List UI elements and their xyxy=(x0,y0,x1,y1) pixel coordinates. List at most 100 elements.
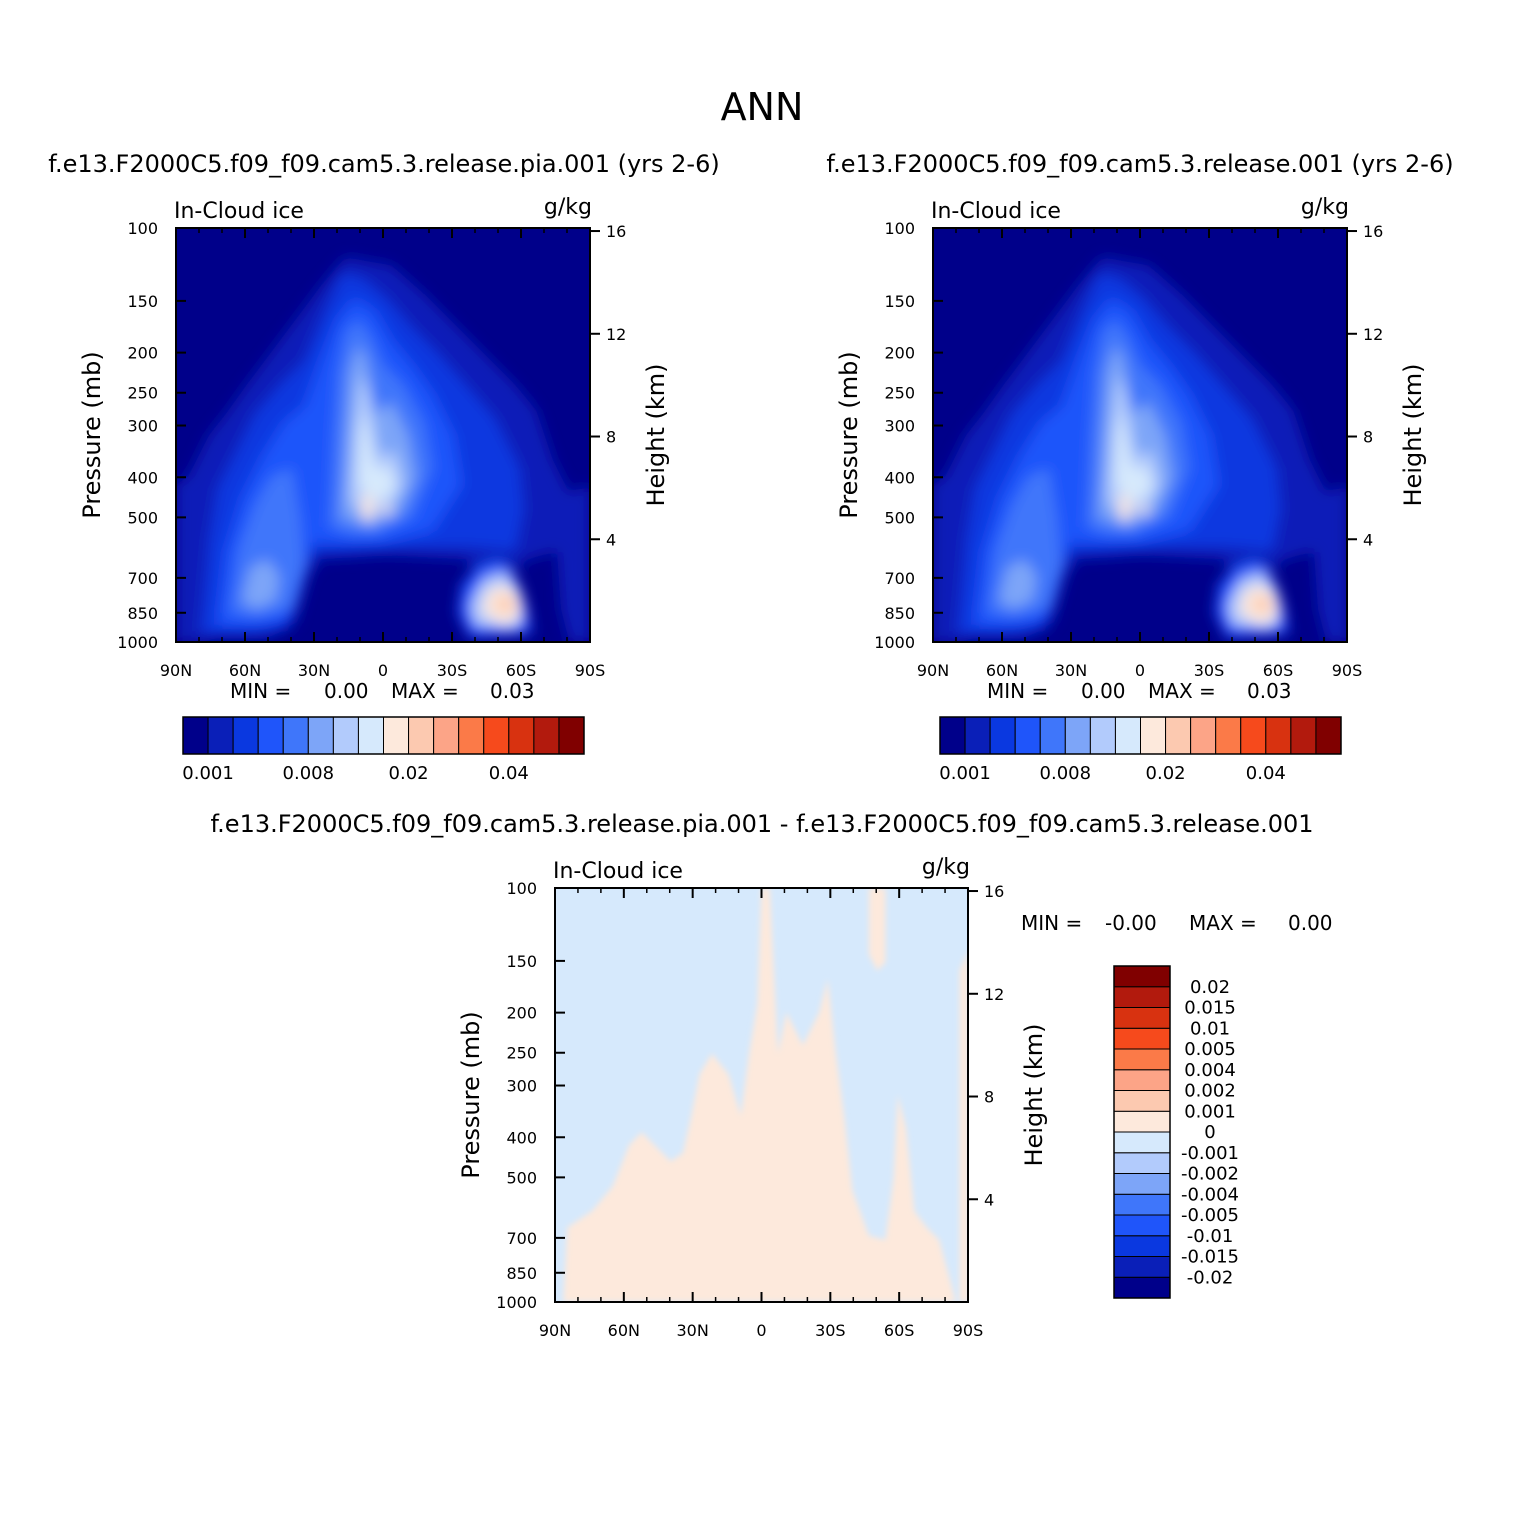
pressure-tick-label: 100 xyxy=(506,879,537,898)
colorbar-box xyxy=(1240,716,1267,755)
control-panel: f.e13.F2000C5.f09_f09.cam5.3.release.001… xyxy=(826,150,1453,784)
colorbar-label: 0.004 xyxy=(1184,1060,1236,1081)
latitude-tick-label: 30N xyxy=(298,661,330,680)
colorbar-box xyxy=(1113,1256,1171,1278)
min-label: MIN = xyxy=(1021,911,1082,935)
positive-difference-region xyxy=(563,888,956,1302)
max-label: MAX = xyxy=(1189,911,1257,935)
colorbar-label: 0.01 xyxy=(1190,1018,1230,1039)
colorbar-box xyxy=(1113,1214,1171,1237)
colorbar-box xyxy=(207,716,234,755)
colorbar-box xyxy=(483,716,510,755)
colorbar-label: -0.001 xyxy=(1181,1143,1239,1164)
colorbar-box xyxy=(1064,716,1091,755)
colorbar-box xyxy=(1190,716,1217,755)
pressure-tick-label: 150 xyxy=(506,952,537,971)
variable-label: In-Cloud ice xyxy=(931,199,1061,224)
latitude-tick-label: 60N xyxy=(608,1321,640,1340)
pressure-tick-label: 500 xyxy=(127,508,158,527)
colorbar-box xyxy=(408,716,435,755)
test-colorbar: 0.001 0.008 0.02 0.04 xyxy=(182,716,585,784)
pressure-tick-label: 200 xyxy=(884,344,915,363)
latitude-tick-label: 60N xyxy=(229,661,261,680)
pressure-tick-label: 200 xyxy=(506,1004,537,1023)
latitude-tick-label: 30S xyxy=(815,1321,846,1340)
colorbar-box xyxy=(964,716,991,755)
latitude-tick-label: 60S xyxy=(884,1321,915,1340)
colorbar-label: 0.005 xyxy=(1184,1039,1236,1060)
contour-level-7 xyxy=(358,410,396,502)
colorbar-box xyxy=(433,716,460,755)
pressure-tick-label: 400 xyxy=(127,468,158,487)
colorbar-box xyxy=(1265,716,1292,755)
colorbar-label: -0.002 xyxy=(1181,1164,1239,1185)
colorbar-label: 0.02 xyxy=(389,763,429,784)
pressure-tick-label: 200 xyxy=(127,344,158,363)
colorbar-box xyxy=(383,716,410,755)
pressure-tick-label: 1000 xyxy=(496,1293,537,1312)
colorbar-box xyxy=(1290,716,1317,755)
latitude-tick-label: 30N xyxy=(1055,661,1087,680)
colorbar-box xyxy=(1039,716,1066,755)
height-axis-label: Height (km) xyxy=(1020,1024,1048,1167)
colorbar-box xyxy=(1113,965,1171,988)
test-panel: f.e13.F2000C5.f09_f09.cam5.3.release.pia… xyxy=(48,150,719,784)
variable-label: In-Cloud ice xyxy=(553,859,683,884)
contour-layers xyxy=(176,257,590,642)
colorbar-box xyxy=(1165,716,1192,755)
pressure-tick-label: 250 xyxy=(127,384,158,403)
colorbar-box xyxy=(1140,716,1167,755)
units-label: g/kg xyxy=(922,855,970,880)
min-value: -0.00 xyxy=(1105,911,1157,935)
min-value: 0.00 xyxy=(1081,679,1126,703)
height-tick-label: 12 xyxy=(984,985,1004,1004)
pressure-tick-label: 700 xyxy=(506,1229,537,1248)
colorbar-box xyxy=(257,716,284,755)
colorbar-label: 0.008 xyxy=(1040,763,1092,784)
max-value: 0.03 xyxy=(490,679,535,703)
pressure-tick-label: 500 xyxy=(884,508,915,527)
pressure-tick-label: 700 xyxy=(884,569,915,588)
colorbar-label: 0.002 xyxy=(1184,1081,1236,1102)
colorbar-box xyxy=(1113,1110,1171,1133)
pressure-tick-label: 150 xyxy=(127,292,158,311)
contour-level-8 xyxy=(1119,493,1132,522)
latitude-tick-label: 90N xyxy=(539,1321,571,1340)
control-colorbar: 0.001 0.008 0.02 0.04 xyxy=(939,716,1342,784)
colorbar-box xyxy=(508,716,535,755)
height-tick-label: 12 xyxy=(606,325,626,344)
pressure-tick-label: 850 xyxy=(127,604,158,623)
latitude-tick-label: 30S xyxy=(1194,661,1225,680)
page-title: ANN xyxy=(721,85,804,129)
pressure-tick-label: 300 xyxy=(127,417,158,436)
colorbar-box xyxy=(1113,1173,1171,1195)
colorbar-box xyxy=(1089,716,1116,755)
colorbar-box xyxy=(1113,1090,1171,1112)
height-tick-label: 16 xyxy=(984,882,1004,901)
colorbar-label: 0.02 xyxy=(1146,763,1186,784)
pressure-tick-label: 400 xyxy=(506,1128,537,1147)
pressure-tick-label: 250 xyxy=(506,1044,537,1063)
height-tick-label: 8 xyxy=(606,428,616,447)
height-tick-label: 8 xyxy=(1363,428,1373,447)
pressure-tick-label: 300 xyxy=(884,417,915,436)
height-tick-label: 16 xyxy=(1363,222,1383,241)
colorbar-label: 0.001 xyxy=(1184,1101,1236,1122)
pressure-tick-label: 500 xyxy=(506,1168,537,1187)
latitude-tick-label: 60S xyxy=(1263,661,1294,680)
colorbar-label: 0.02 xyxy=(1190,977,1230,998)
colorbar-box xyxy=(332,716,359,755)
height-tick-label: 4 xyxy=(984,1190,994,1209)
colorbar-box xyxy=(1014,716,1041,755)
latitude-tick-label: 60S xyxy=(506,661,537,680)
colorbar-label: 0.015 xyxy=(1184,998,1236,1019)
colorbar-box xyxy=(1113,1193,1171,1216)
max-value: 0.03 xyxy=(1247,679,1292,703)
colorbar-box xyxy=(307,716,334,755)
contour-layers xyxy=(933,257,1347,642)
pressure-tick-label: 300 xyxy=(506,1077,537,1096)
height-tick-label: 4 xyxy=(1363,530,1373,549)
colorbar-label: 0 xyxy=(1204,1122,1215,1143)
